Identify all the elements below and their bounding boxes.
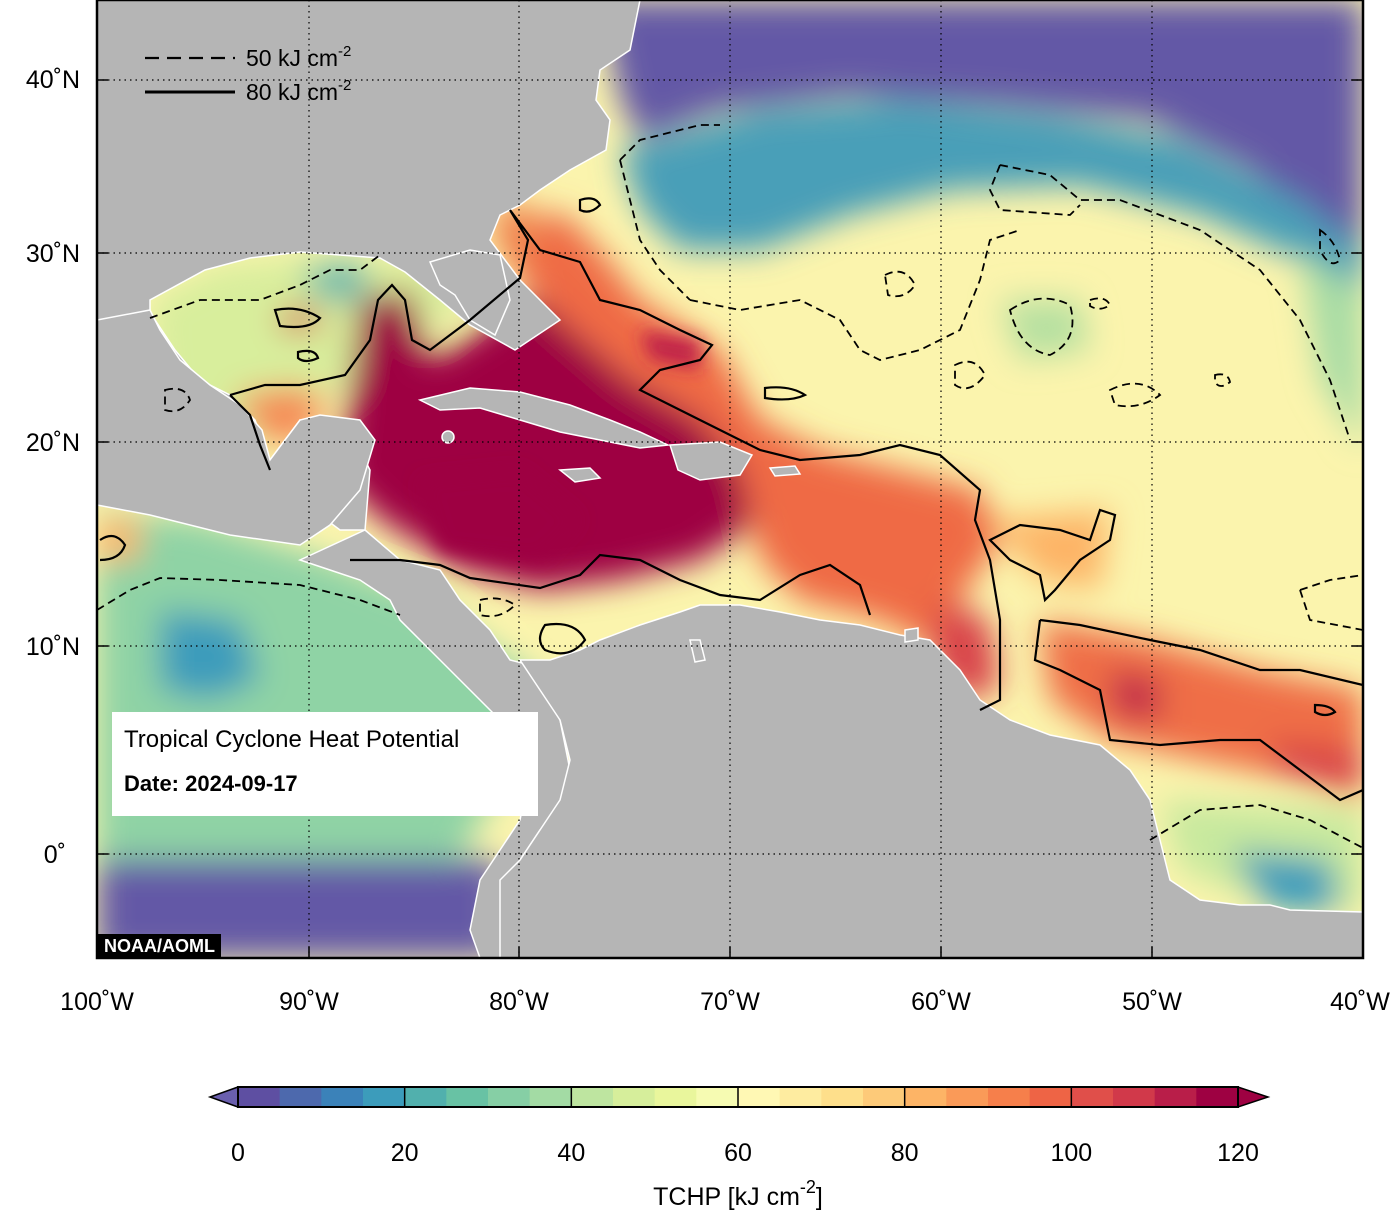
colorbar-cell [529, 1087, 572, 1107]
colorbar-title: TCHP [kJ cm-2] [653, 1177, 823, 1211]
colorbar-tick-label: 60 [724, 1139, 752, 1167]
colorbar-cell [1113, 1087, 1156, 1107]
colorbar-cell [279, 1087, 322, 1107]
credit-badge: NOAA/AOML [98, 934, 221, 958]
colorbar-over-arrow [1237, 1085, 1271, 1109]
central-america-land [97, 309, 571, 958]
colorbar-cell [654, 1087, 697, 1107]
map-date: Date: 2024-09-17 [124, 771, 298, 796]
puerto-rico-land [768, 465, 802, 477]
colorbar-cell [321, 1087, 364, 1107]
jamaica-land [558, 467, 602, 483]
lat-label: 10˚N [26, 633, 80, 661]
colorbar-cell [904, 1087, 947, 1107]
lon-label: 90˚W [279, 988, 339, 1016]
lat-label: 20˚N [26, 429, 80, 457]
legend-label-80: 80 kJ cm-2 [246, 77, 351, 105]
lon-label: 40˚W [1330, 988, 1390, 1016]
lat-labels: 40˚N 30˚N 20˚N 10˚N 0˚ [26, 66, 80, 869]
tick-marks [97, 79, 1363, 958]
colorbar-cell [1071, 1087, 1114, 1107]
colorbar-cell [363, 1087, 406, 1107]
colorbar-cell [1154, 1087, 1197, 1107]
contour-legend: 50 kJ cm-2 80 kJ cm-2 [145, 43, 351, 105]
contour-50 [97, 124, 1363, 849]
colorbar-cell [863, 1087, 906, 1107]
title-box: Tropical Cyclone Heat Potential Date: 20… [112, 712, 538, 816]
colorbar-cell [571, 1087, 614, 1107]
colorbar-cell [946, 1087, 989, 1107]
colorbar-cells [238, 1087, 1239, 1107]
colorbar-cell [1029, 1087, 1072, 1107]
colorbar-cell [446, 1087, 489, 1107]
lat-label: 30˚N [26, 240, 80, 268]
florida-land [428, 249, 511, 337]
map-title: Tropical Cyclone Heat Potential [124, 726, 460, 753]
lat-label: 0˚ [44, 841, 66, 869]
colorbar-cell [404, 1087, 447, 1107]
colorbar-cell [238, 1087, 281, 1107]
colorbar-cell [613, 1087, 656, 1107]
colorbar-tick-label: 0 [231, 1139, 245, 1167]
cuba-land [417, 387, 671, 449]
colorbar-tick-label: 100 [1050, 1139, 1092, 1167]
colorbar-cell [738, 1087, 781, 1107]
colorbar-cell [821, 1087, 864, 1107]
lat-label: 40˚N [26, 66, 80, 94]
colorbar-cell [779, 1087, 822, 1107]
south-america-land [499, 604, 1363, 958]
colorbar-tick-label: 40 [557, 1139, 585, 1167]
lon-label: 70˚W [700, 988, 760, 1016]
contour-80 [99, 197, 1363, 802]
colorbar-under-arrow [207, 1085, 239, 1109]
legend-label-50: 50 kJ cm-2 [246, 43, 351, 71]
lon-label: 80˚W [489, 988, 549, 1016]
colorbar-cell [488, 1087, 531, 1107]
lon-label: 50˚W [1122, 988, 1182, 1016]
colorbar-cell [988, 1087, 1031, 1107]
colorbar: 0 20 40 60 80 100 120 TCHP [kJ cm-2] [207, 1085, 1271, 1211]
colorbar-tick-label: 80 [891, 1139, 919, 1167]
colorbar-tick-label: 120 [1217, 1139, 1259, 1167]
colorbar-ticks: 0 20 40 60 80 100 120 [231, 1087, 1259, 1167]
lon-label: 100˚W [60, 988, 134, 1016]
lon-labels: 100˚W 90˚W 80˚W 70˚W 60˚W 50˚W 40˚W [60, 988, 1390, 1016]
colorbar-tick-label: 20 [391, 1139, 419, 1167]
lon-label: 60˚W [911, 988, 971, 1016]
colorbar-cell [696, 1087, 739, 1107]
colorbar-cell [1196, 1087, 1239, 1107]
land [97, 0, 1363, 958]
